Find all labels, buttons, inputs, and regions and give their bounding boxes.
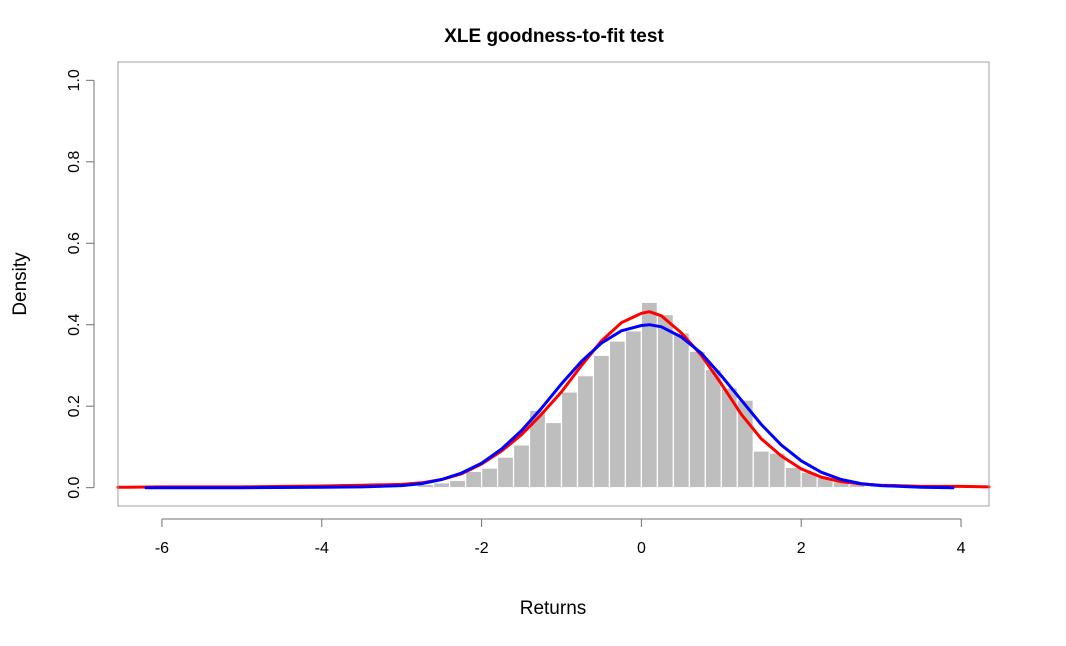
fit-curves [116,310,991,490]
histogram-bars [145,301,962,489]
y-tick-label: 0.0 [66,476,83,498]
histogram-bar [465,470,483,489]
histogram-bar [544,421,563,489]
histogram-bar [784,466,802,489]
histogram-bar [704,368,722,489]
histogram-bar [640,301,658,489]
plot-frame [117,61,990,507]
x-axis-label: Returns [520,598,587,619]
histogram-bar [496,456,515,489]
histogram-bar [608,340,627,489]
histogram-bar [449,479,467,489]
histogram-bar [560,391,579,489]
chart-title: XLE goodness-to-fit test [444,26,664,47]
x-tick-label: 4 [957,540,966,557]
histogram-bar [592,354,611,489]
histogram-bar [528,409,547,489]
histogram-bar [752,450,770,489]
histogram-bar [656,313,674,489]
y-tick-label: 1.0 [66,69,83,91]
histogram-bar [480,467,499,489]
histogram-bar [512,444,531,489]
x-tick-label: -2 [474,540,488,557]
x-axis: -6 -4 -2 0 2 4 [155,518,966,557]
histogram-bar [624,330,642,489]
x-tick-label: 2 [797,540,806,557]
histogram-bar [433,482,451,489]
histogram-bar [576,375,595,489]
x-tick-label: 0 [637,540,646,557]
density-curve-2 [144,323,955,490]
histogram-bar [688,350,706,489]
y-tick-label: 0.6 [66,232,83,254]
y-tick-label: 0.4 [66,314,83,336]
y-tick-label: 0.2 [66,395,83,417]
x-tick-label: -4 [315,540,329,557]
y-axis-label: Density [10,252,31,316]
histogram-bar [401,486,419,489]
x-tick-label: -6 [155,540,169,557]
histogram-bar [672,332,690,489]
y-axis: 0.0 0.2 0.4 0.6 0.8 1.0 [66,69,95,499]
y-tick-label: 0.8 [66,151,83,173]
